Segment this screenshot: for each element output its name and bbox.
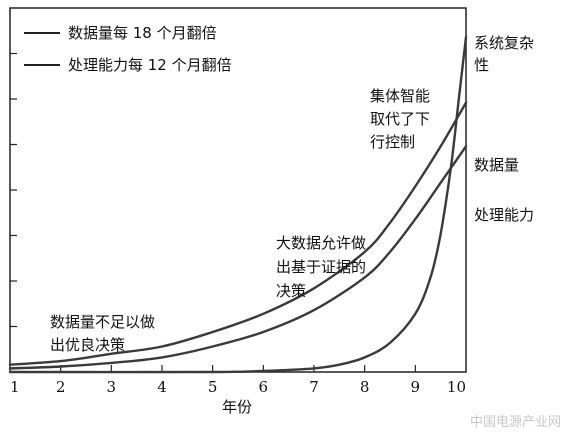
series-label-data-volume: 数据量 (474, 156, 519, 174)
annotation: 集体智能 (370, 87, 430, 105)
x-tick-label: 10 (447, 378, 466, 396)
annotation: 大数据允许做 (276, 234, 366, 252)
annotation: 行控制 (370, 133, 415, 151)
annotation: 出基于证据的 (276, 258, 366, 276)
series-label-system-complexity: 系统复杂 (474, 34, 534, 52)
series-layer (8, 35, 468, 374)
annotations: 数据量不足以做 出优良决策 大数据允许做 出基于证据的 决策 集体智能 取代了下… (50, 87, 430, 354)
annotation: 数据量不足以做 (50, 313, 155, 331)
legend: 数据量每 18 个月翻倍 处理能力每 12 个月翻倍 (24, 24, 232, 74)
x-tick-label: 2 (56, 378, 66, 396)
series-line-data-volume (8, 101, 468, 366)
x-tick-label: 7 (309, 378, 319, 396)
x-tick-label: 1 (10, 378, 20, 396)
series-label-system-complexity-2: 性 (474, 56, 489, 74)
x-tick-label: 9 (411, 378, 421, 396)
annotation: 出优良决策 (50, 336, 125, 354)
annotation: 取代了下 (370, 110, 430, 128)
x-tick-label: 8 (360, 378, 370, 396)
legend-entry: 数据量每 18 个月翻倍 (68, 24, 217, 42)
watermark: 中国电源产业网 (470, 415, 561, 430)
x-axis-label: 年份 (222, 398, 252, 416)
x-tick-label: 6 (259, 378, 269, 396)
x-axis-ticks: 1 2 3 4 5 6 7 8 9 10 (10, 365, 466, 396)
series-end-labels: 系统复杂 性 数据量 处理能力 (474, 34, 534, 224)
series-label-processing-power: 处理能力 (474, 206, 534, 224)
y-axis-ticks (10, 52, 17, 328)
x-tick-label: 3 (107, 378, 117, 396)
x-tick-label: 5 (208, 378, 218, 396)
x-tick-label: 4 (157, 378, 167, 396)
series-line-processing-power (8, 145, 468, 370)
legend-entry: 处理能力每 12 个月翻倍 (68, 56, 232, 74)
annotation: 决策 (276, 282, 306, 300)
